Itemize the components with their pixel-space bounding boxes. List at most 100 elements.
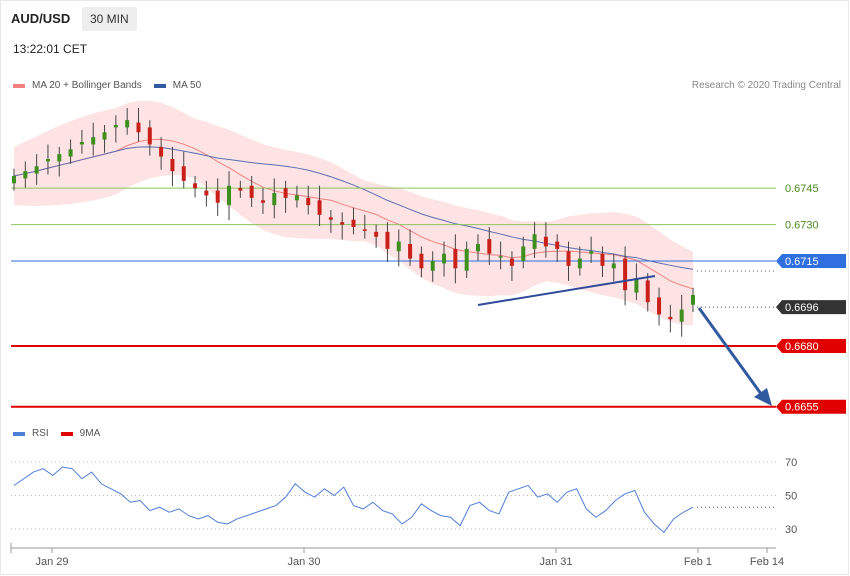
candle-body [396, 241, 401, 252]
candle-body [657, 297, 662, 315]
rsi-legend: RSI 9MA [13, 428, 100, 439]
price-legend: MA 20 + Bollinger Bands MA 50 [13, 80, 213, 91]
ma9-swatch [60, 431, 73, 436]
candle-body [12, 176, 16, 184]
candle-body [475, 244, 480, 252]
candle-body [408, 244, 413, 259]
candle-body [634, 278, 639, 293]
legend-9ma: 9MA [60, 428, 100, 439]
candle-body [34, 166, 39, 174]
candle-body [521, 246, 526, 261]
rsi-line [13, 466, 694, 534]
x-tick-label: Jan 30 [287, 556, 320, 568]
rsi-tick-label: 30 [785, 524, 797, 536]
candle-body [362, 229, 367, 231]
candle-body [170, 159, 175, 172]
candle-body [691, 295, 695, 305]
candle-body [91, 137, 96, 145]
candle-body [317, 200, 322, 215]
rsi-panel: 70 50 30 [11, 457, 797, 536]
level-label-0.6730: 0.6730 [785, 220, 819, 232]
candle-body [509, 258, 514, 266]
research-credit: Research © 2020 Trading Central [691, 80, 841, 91]
x-tick-label: Feb 14 [750, 556, 784, 568]
legend-ma20-label: MA 20 + Bollinger Bands [32, 80, 142, 91]
candle-body [57, 154, 62, 162]
level-tag-0.6655 [776, 399, 846, 414]
candle-body [442, 253, 447, 264]
candle-body [679, 309, 684, 322]
rsi-swatch [13, 431, 25, 436]
candle-body [227, 185, 232, 206]
candle-body [611, 263, 616, 269]
candle-body [351, 219, 356, 227]
level-label-0.6655: 0.6655 [785, 402, 819, 414]
candle-body [249, 185, 254, 198]
rsi-tick-label: 70 [785, 457, 797, 469]
candle-body [260, 200, 265, 203]
legend-ma50: MA 50 [153, 80, 202, 91]
level-label-0.6715: 0.6715 [785, 256, 819, 268]
candle-body [487, 239, 492, 254]
candle-body [68, 149, 73, 157]
candle-body [577, 258, 582, 269]
candle-body [645, 280, 650, 303]
candle-body [23, 171, 28, 179]
candle-body [215, 190, 220, 203]
candle-body [238, 188, 243, 191]
price-levels: 0.6745 0.6730 0.6715 0.6696 0.6680 0.6655 [11, 183, 846, 414]
candle-body [600, 253, 605, 266]
candle-body [498, 256, 503, 258]
candle-body [555, 241, 560, 249]
candle-body [453, 248, 458, 269]
legend-rsi: RSI [13, 428, 49, 439]
x-axis: Jan 29 Jan 30 Jan 31 Feb 1 Feb 14 [10, 543, 784, 568]
candle-body [419, 253, 424, 269]
candle-body [328, 217, 333, 220]
level-label-0.6680: 0.6680 [785, 341, 819, 353]
candle-body [532, 234, 537, 249]
candle-body [385, 231, 390, 249]
x-tick-label: Jan 31 [539, 556, 572, 568]
candle-body [430, 261, 435, 271]
candle-body [272, 193, 277, 206]
candle-body [543, 236, 548, 247]
x-tick-label: Feb 1 [684, 556, 712, 568]
candle-body [340, 222, 345, 225]
candle-body [464, 248, 469, 271]
level-tag-0.6696 [776, 300, 846, 315]
candle-body [294, 195, 299, 201]
trend-annotations [477, 275, 772, 406]
time-label: 13:22:01 CET [13, 42, 88, 56]
chart-header: AUD/USD 30 MIN [0, 0, 850, 36]
candle-body [147, 127, 152, 145]
candle-body [181, 166, 186, 181]
forecast-arrow-shaft [697, 307, 766, 399]
level-tag-0.6715 [776, 254, 846, 268]
candlesticks [12, 108, 695, 337]
candle-body [193, 183, 198, 189]
timeframe-badge[interactable]: 30 MIN [82, 7, 137, 31]
level-tag-0.6680 [776, 339, 846, 353]
candle-body [125, 120, 130, 128]
candle-body [79, 142, 84, 145]
candle-body [136, 122, 141, 133]
rsi-tick-label: 50 [785, 491, 797, 503]
trendline [477, 275, 656, 306]
forecast-arrow-head [754, 388, 772, 406]
candle-body [566, 251, 571, 266]
legend-ma20: MA 20 + Bollinger Bands [13, 80, 142, 91]
candle-body [589, 251, 594, 254]
candle-body [102, 132, 107, 140]
candle-body [283, 188, 288, 198]
candle-body [45, 159, 50, 162]
legend-rsi-label: RSI [32, 428, 49, 439]
candle-body [668, 316, 673, 320]
candle-body [623, 258, 628, 291]
candle-body [204, 190, 209, 196]
ma20-swatch [13, 83, 25, 88]
legend-ma50-label: MA 50 [172, 80, 202, 91]
ma50-swatch [153, 83, 166, 88]
